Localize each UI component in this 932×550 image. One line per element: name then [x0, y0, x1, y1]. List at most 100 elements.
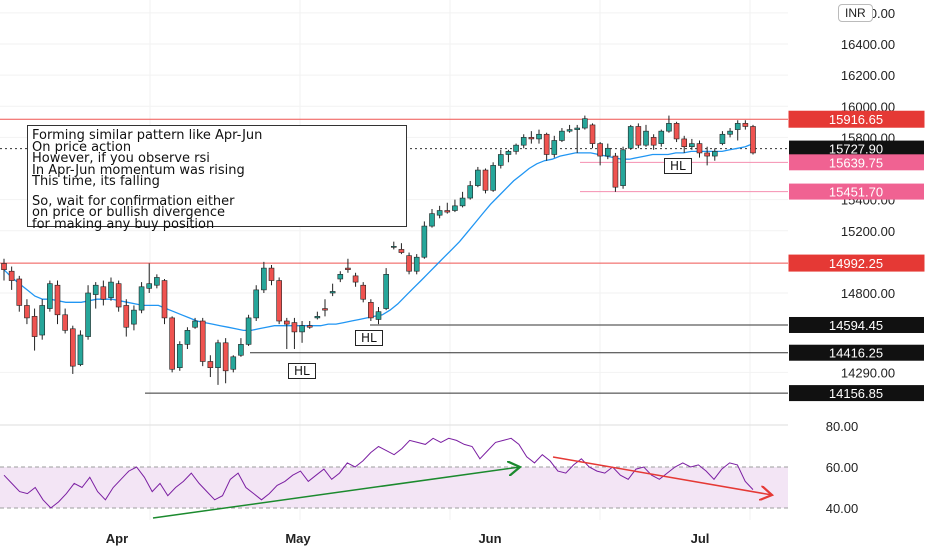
candle-body [291, 322, 298, 333]
price-tick-label: 16200.00 [841, 68, 895, 83]
candle [253, 285, 260, 322]
note-line: However, if you observe rsi [32, 151, 210, 166]
candle [291, 317, 298, 350]
candle-body [322, 308, 328, 311]
level-label-bg [789, 344, 924, 361]
level-label-text: 15451.70 [829, 185, 883, 200]
candle-body [467, 185, 474, 199]
candle [559, 128, 565, 143]
candle [666, 115, 672, 133]
time-tick-label: May [285, 531, 311, 546]
candle [314, 311, 321, 320]
candle-body [719, 133, 726, 144]
candle-body [635, 126, 642, 146]
price-tick-label: 15200.00 [841, 224, 895, 239]
candle [727, 128, 733, 138]
candle [711, 148, 718, 161]
candle [390, 241, 397, 250]
candle-body [375, 311, 382, 320]
candle [161, 278, 168, 325]
candle [85, 285, 91, 340]
candle [138, 282, 145, 314]
price-tick-label: 14290.00 [841, 365, 895, 380]
price-tick-label: 16000.00 [841, 99, 895, 114]
candle-body [627, 126, 634, 149]
level-label-fill [789, 111, 924, 128]
candle-body [421, 225, 428, 258]
candle-body [551, 140, 558, 155]
candle [54, 280, 61, 325]
horizontal-levels [0, 118, 788, 394]
time-axis: Apr May Jun Jul [106, 531, 710, 546]
candle [604, 143, 611, 160]
level-price-label: 14992.25 [788, 254, 925, 272]
candle-body [92, 284, 99, 295]
candle [322, 299, 328, 317]
candle-body [77, 334, 84, 365]
candle [192, 317, 198, 329]
candle [704, 146, 710, 166]
rsi-trend-arrows [152, 456, 772, 519]
candle-body [444, 210, 451, 213]
candle [207, 355, 214, 378]
candle-body [559, 130, 565, 141]
candle [543, 132, 550, 161]
candle [627, 124, 634, 150]
note-line: This time, its falling [32, 174, 160, 189]
candle-body [497, 154, 504, 166]
candle-body [520, 137, 527, 146]
candle [16, 275, 23, 312]
candle-body [161, 280, 168, 319]
candle [31, 308, 38, 351]
candle-body [245, 317, 252, 345]
candle-body [268, 267, 275, 281]
candle [444, 202, 451, 214]
candle-body [742, 123, 749, 127]
candle-body [345, 267, 351, 270]
candle-body [123, 305, 130, 328]
candle-body [230, 356, 237, 370]
candle [574, 124, 581, 153]
candle [452, 199, 458, 213]
candle-body [650, 137, 657, 146]
candle-body [138, 286, 145, 311]
candle-body [681, 138, 688, 148]
candle [490, 162, 496, 192]
note-line: Forming similar pattern like Apr-Jun [32, 128, 263, 143]
candle-body [429, 213, 435, 227]
candle [131, 305, 137, 331]
candle [719, 131, 726, 146]
price-tick-label: 14800.00 [841, 286, 895, 301]
candle-body [482, 169, 489, 191]
level-label-text: 14594.45 [829, 318, 883, 333]
candle [268, 264, 275, 286]
candle [299, 321, 305, 343]
candle-body [582, 118, 588, 129]
candle-body [413, 256, 420, 272]
candle-body [597, 143, 603, 157]
candle-body [154, 277, 160, 286]
rsi-tick-label: 60.00 [826, 460, 859, 475]
candle-body [711, 151, 718, 157]
candle [360, 282, 367, 303]
candle-body [329, 291, 336, 294]
candle-body [436, 210, 443, 216]
candle-body [337, 274, 344, 280]
candle [650, 134, 657, 150]
rsi-line [3, 437, 754, 509]
candle [352, 272, 359, 287]
candle [620, 146, 626, 189]
note-line: So, wait for confirmation either [32, 193, 235, 209]
candle-body [16, 278, 23, 306]
time-tick-label: Jun [478, 531, 501, 546]
currency-badge[interactable]: INR [838, 4, 873, 22]
candle [528, 131, 535, 144]
level-label-fill [789, 255, 924, 272]
candle-body [604, 147, 611, 157]
level-price-label: 15916.65 [788, 110, 925, 128]
candle [734, 120, 741, 141]
candle-body [31, 316, 38, 337]
candle-body [406, 255, 412, 272]
candle [184, 327, 191, 350]
candle [329, 283, 336, 297]
